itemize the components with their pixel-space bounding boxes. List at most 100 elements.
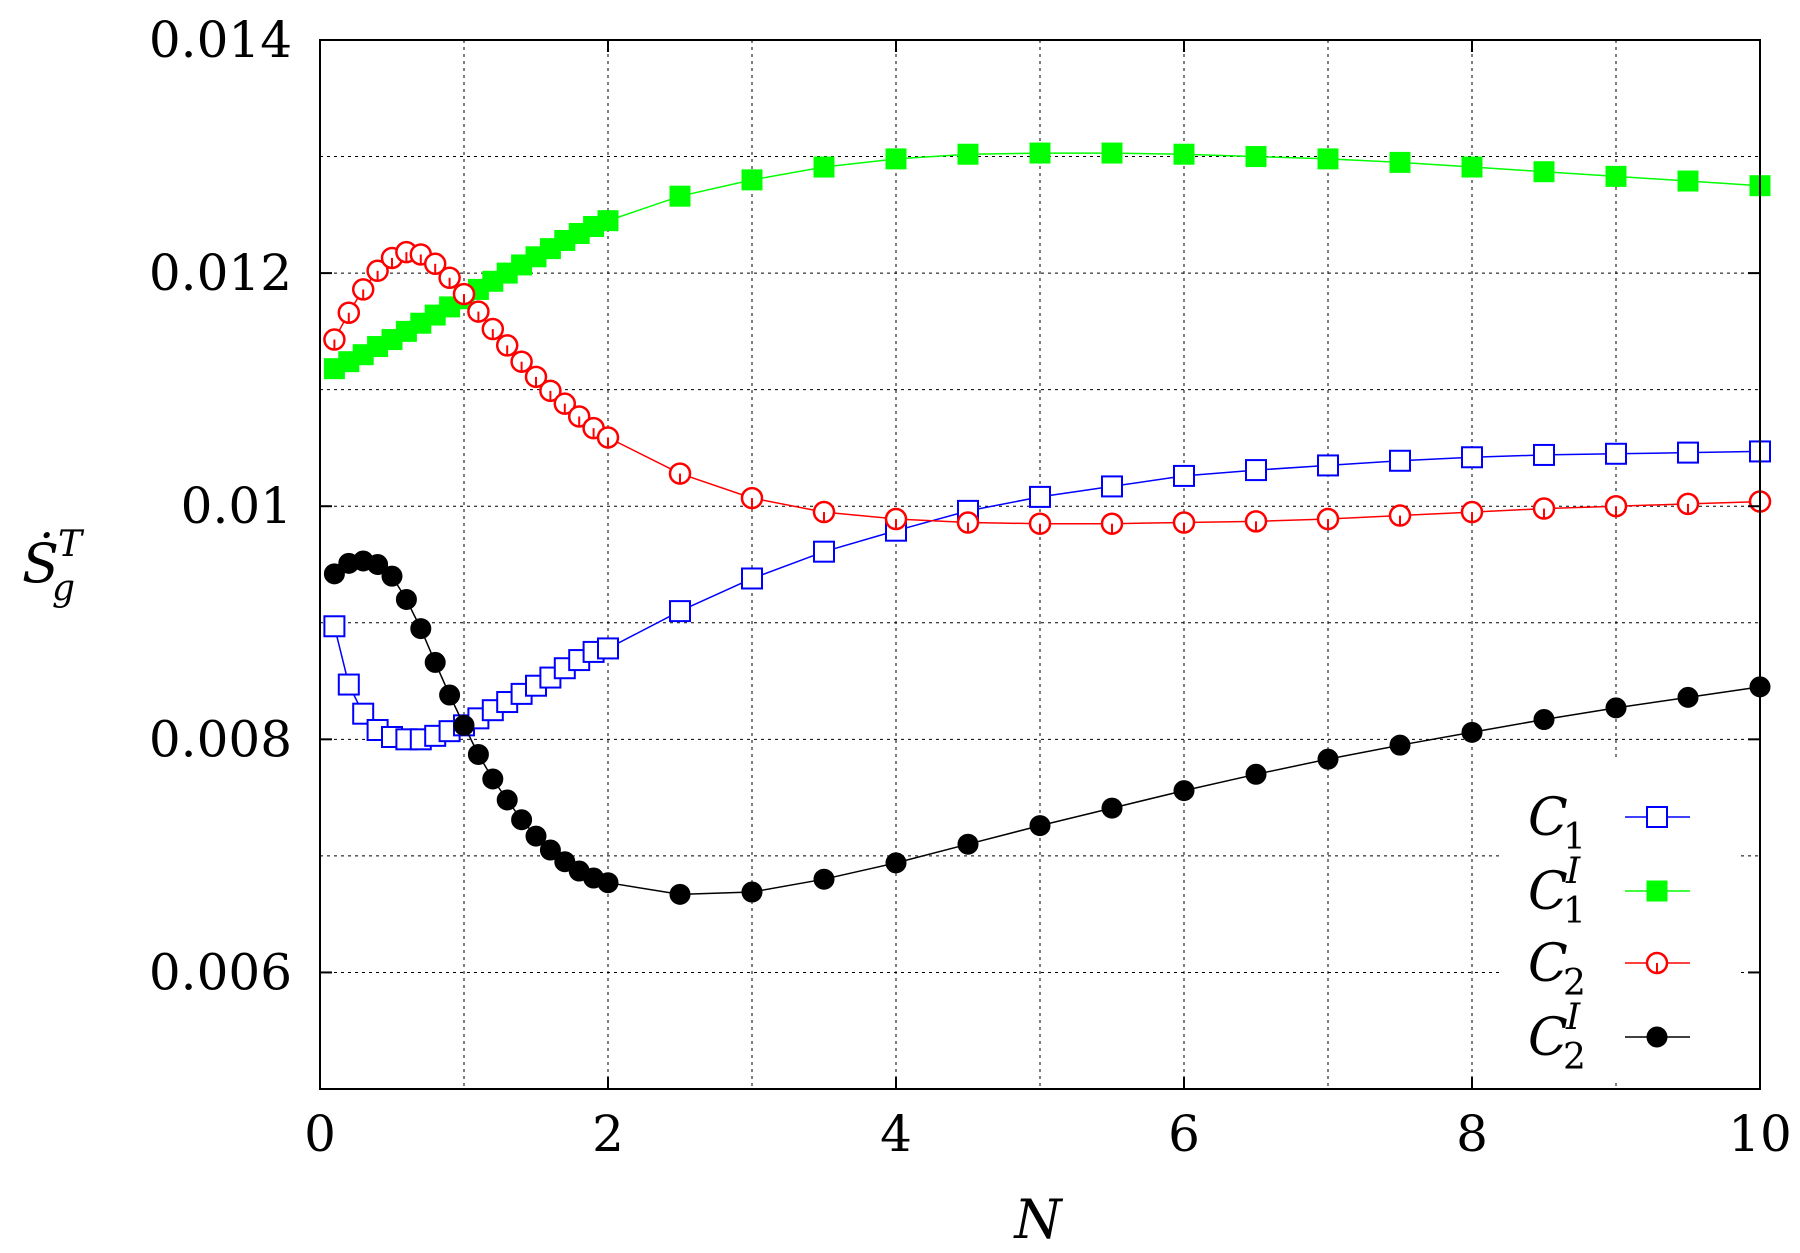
data-point-C2I — [395, 588, 417, 610]
data-point-C2I — [410, 618, 432, 640]
legend-label: C — [1528, 1008, 1568, 1068]
data-point-C2 — [596, 426, 620, 449]
svg-text:Ṡ: Ṡ — [22, 531, 59, 595]
data-point-C1I — [1029, 142, 1051, 164]
plot-frame — [319, 39, 1761, 1090]
data-point-C1 — [1461, 446, 1483, 469]
data-point-C2 — [366, 259, 389, 283]
data-point-C2I — [482, 768, 504, 790]
x-tick-label: 2 — [592, 1105, 624, 1163]
x-axis-label: N — [1012, 1188, 1063, 1251]
data-point-C2 — [1604, 494, 1628, 518]
y-tick-label: 0.012 — [149, 244, 292, 302]
data-point-C1I — [597, 210, 619, 232]
x-tick-label: 0 — [304, 1105, 336, 1163]
legend-marker — [1646, 1026, 1668, 1048]
data-point-C2I — [453, 714, 475, 736]
legend-entry-C2I: C2I — [1528, 997, 1690, 1078]
legend-label: C — [1528, 788, 1568, 848]
data-point-C2I — [1245, 763, 1267, 785]
data-point-C2I — [1605, 697, 1627, 719]
data-point-C2 — [812, 500, 836, 524]
data-point-C1I — [813, 156, 835, 178]
data-point-C2 — [884, 507, 908, 531]
legend-marker — [1645, 951, 1669, 975]
y-axis-label: Ṡ T g — [22, 524, 85, 609]
data-point-C2 — [423, 252, 447, 276]
y-tick-label: 0.01 — [181, 477, 292, 535]
data-point-C2 — [1316, 507, 1340, 531]
data-point-C2 — [956, 511, 980, 534]
data-point-C2I — [381, 565, 403, 587]
data-point-C2 — [481, 317, 505, 341]
legend-label-superscript: I — [1565, 851, 1581, 892]
y-tick-label: 0.006 — [149, 943, 292, 1001]
legend-label: C — [1528, 862, 1568, 922]
legend-label-subscript: 2 — [1563, 963, 1586, 1004]
data-point-C2 — [1100, 512, 1124, 535]
legend-label-subscript: 1 — [1563, 817, 1586, 858]
data-point-C1 — [1101, 475, 1123, 498]
data-point-C2I — [669, 883, 691, 905]
data-point-C2 — [1244, 510, 1268, 533]
y-tick-label: 0.014 — [149, 11, 292, 69]
data-point-C1 — [1389, 449, 1411, 472]
x-tick-label: 10 — [1728, 1105, 1792, 1163]
data-point-C2 — [668, 462, 692, 485]
series-C2 — [323, 240, 1772, 535]
data-point-C1I — [1173, 143, 1195, 165]
data-point-C2 — [510, 350, 533, 373]
x-tick-label: 4 — [880, 1105, 912, 1163]
data-point-C2 — [1676, 492, 1700, 516]
data-point-C1 — [1605, 442, 1627, 465]
data-point-C2 — [495, 334, 519, 357]
data-point-C2I — [511, 809, 533, 831]
data-point-C1 — [1317, 454, 1339, 477]
legend-marker — [1646, 806, 1668, 828]
data-point-C2 — [1388, 504, 1412, 527]
data-point-C2I — [1029, 815, 1051, 837]
data-point-C2I — [1317, 748, 1339, 770]
legend-entry-C2: C2 — [1528, 934, 1690, 1004]
data-point-C2 — [1532, 497, 1556, 520]
data-point-C1 — [352, 702, 375, 725]
legend-label-superscript: I — [1565, 997, 1581, 1038]
data-point-C2I — [885, 852, 907, 874]
tick-labels: 0 2 4 6 8 10 0.006 0.008 0.01 0.012 0.014 — [149, 11, 1792, 1163]
data-point-C2I — [496, 789, 518, 811]
data-point-C2 — [452, 282, 476, 306]
legend-background — [1500, 760, 1740, 1080]
data-point-C2I — [1389, 734, 1411, 756]
data-point-C2I — [1101, 797, 1123, 819]
data-point-C1 — [1173, 464, 1195, 487]
data-point-C1I — [1101, 142, 1123, 164]
data-point-C1I — [1245, 146, 1267, 168]
data-point-C1I — [1605, 165, 1627, 187]
data-point-C1I — [741, 169, 763, 191]
data-point-C2 — [351, 278, 375, 301]
data-point-C2 — [323, 328, 346, 351]
data-point-C2 — [1172, 511, 1196, 534]
data-point-C1 — [1029, 485, 1051, 508]
data-point-C2I — [813, 868, 835, 890]
series-layer — [323, 142, 1772, 905]
data-point-C2 — [337, 301, 361, 324]
x-tick-label: 6 — [1168, 1105, 1200, 1163]
data-point-C1 — [741, 567, 763, 590]
y-tick-label: 0.008 — [149, 710, 292, 768]
data-point-C1I — [1677, 170, 1699, 192]
data-point-C2I — [1533, 709, 1555, 731]
legend-label: C — [1528, 934, 1568, 994]
legend-label-subscript: 1 — [1563, 891, 1586, 932]
data-point-C1I — [885, 148, 907, 170]
x-tick-label: 8 — [1456, 1105, 1488, 1163]
data-point-C2 — [553, 392, 577, 415]
data-point-C2I — [367, 554, 389, 575]
legend-entry-C1: C1 — [1528, 788, 1690, 858]
data-point-C1 — [1677, 441, 1699, 464]
data-point-C2 — [1460, 500, 1484, 524]
data-point-C1I — [957, 143, 979, 165]
svg-text:T: T — [58, 524, 85, 565]
data-point-C2I — [957, 833, 979, 855]
